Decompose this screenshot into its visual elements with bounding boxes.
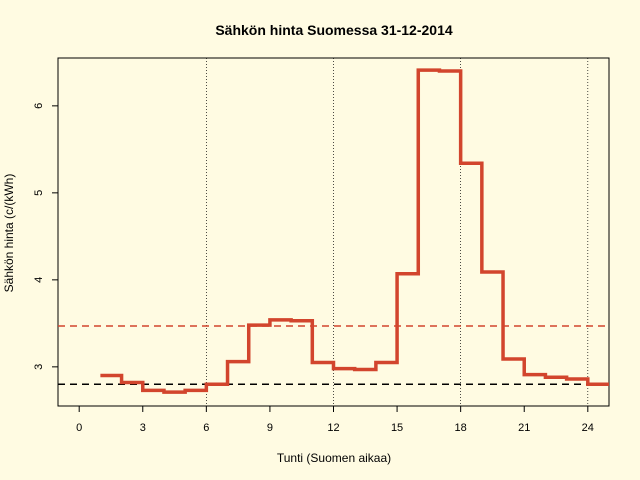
y-tick-label-3: 3 <box>33 364 45 370</box>
chart-title: Sähkön hinta Suomessa 31-12-2014 <box>215 22 453 38</box>
y-tick-label-4: 4 <box>33 277 45 283</box>
x-axis: 0 3 6 9 12 15 18 21 24 <box>76 406 594 434</box>
x-tick-label-18: 18 <box>455 422 467 434</box>
reference-hlines <box>58 325 609 385</box>
series-layer <box>100 68 609 394</box>
x-tick-label-12: 12 <box>327 422 339 434</box>
y-tick-label-5: 5 <box>33 190 45 196</box>
x-tick-label-3: 3 <box>140 422 146 434</box>
y-axis-label: Sähkön hinta (c/(kWh) <box>2 174 16 293</box>
x-tick-label-24: 24 <box>582 422 594 434</box>
x-tick-label-9: 9 <box>267 422 273 434</box>
x-tick-label-21: 21 <box>518 422 530 434</box>
x-tick-label-6: 6 <box>203 422 209 434</box>
x-tick-label-0: 0 <box>76 422 82 434</box>
x-tick-label-15: 15 <box>391 422 403 434</box>
series-line-0 <box>100 68 609 394</box>
y-axis: 3 4 5 6 <box>33 103 58 370</box>
y-tick-label-6: 6 <box>33 103 45 109</box>
x-axis-label: Tunti (Suomen aikaa) <box>277 451 391 465</box>
